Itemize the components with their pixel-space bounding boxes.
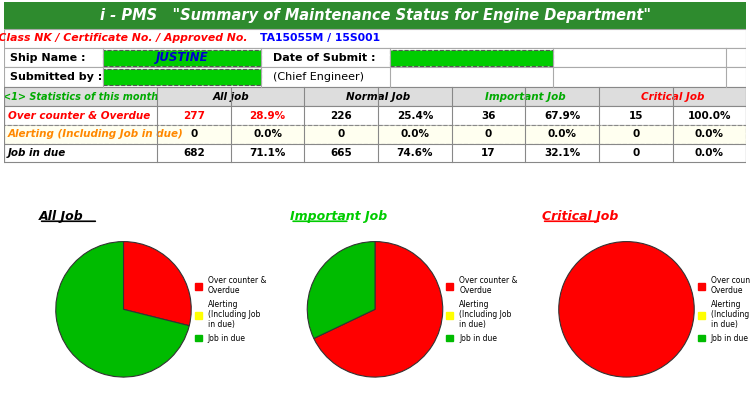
Wedge shape bbox=[559, 242, 694, 377]
Text: Important Job: Important Job bbox=[290, 211, 388, 223]
Text: 25.4%: 25.4% bbox=[397, 111, 433, 121]
Text: Normal Job: Normal Job bbox=[346, 92, 410, 102]
Wedge shape bbox=[56, 242, 189, 377]
Legend: Over counter &
Overdue, Alerting
(Including Job
in due), Job in due: Over counter & Overdue, Alerting (Includ… bbox=[694, 273, 750, 346]
Text: (Chief Engineer): (Chief Engineer) bbox=[273, 72, 364, 82]
Bar bbox=[103, 50, 261, 66]
Bar bbox=[4, 87, 746, 107]
Bar bbox=[4, 125, 746, 144]
Bar bbox=[4, 48, 746, 67]
Text: 0.0%: 0.0% bbox=[695, 129, 724, 139]
Bar bbox=[4, 144, 746, 162]
Text: <1> Statistics of this month: <1> Statistics of this month bbox=[3, 92, 158, 102]
Text: Over counter & Overdue: Over counter & Overdue bbox=[8, 111, 150, 121]
Text: All job: All job bbox=[212, 92, 249, 102]
Wedge shape bbox=[314, 242, 442, 377]
Text: 0.0%: 0.0% bbox=[254, 129, 282, 139]
Text: 67.9%: 67.9% bbox=[544, 111, 580, 121]
Text: Ship Name :: Ship Name : bbox=[10, 53, 86, 63]
Bar bbox=[4, 67, 746, 87]
Text: 0: 0 bbox=[190, 129, 198, 139]
Text: JUSTINE: JUSTINE bbox=[156, 51, 209, 64]
Text: 32.1%: 32.1% bbox=[544, 148, 580, 158]
Legend: Over counter &
Overdue, Alerting
(Including Job
in due), Job in due: Over counter & Overdue, Alerting (Includ… bbox=[443, 273, 520, 346]
Text: 71.1%: 71.1% bbox=[250, 148, 286, 158]
Text: 0.0%: 0.0% bbox=[400, 129, 430, 139]
Text: 28.9%: 28.9% bbox=[250, 111, 286, 121]
Legend: Over counter &
Overdue, Alerting
(Including Job
in due), Job in due: Over counter & Overdue, Alerting (Includ… bbox=[192, 273, 269, 346]
Text: Critical Job: Critical Job bbox=[641, 92, 704, 102]
Bar bbox=[103, 69, 261, 85]
Bar bbox=[4, 107, 746, 125]
Text: 100.0%: 100.0% bbox=[688, 111, 731, 121]
Text: 665: 665 bbox=[331, 148, 352, 158]
Text: 0.0%: 0.0% bbox=[548, 129, 577, 139]
Text: Critical Job: Critical Job bbox=[542, 211, 618, 223]
Text: 0: 0 bbox=[632, 129, 640, 139]
Wedge shape bbox=[308, 242, 375, 339]
Text: Alerting (Including Job in due): Alerting (Including Job in due) bbox=[8, 129, 184, 139]
Text: Date of Submit :: Date of Submit : bbox=[273, 53, 376, 63]
Text: 682: 682 bbox=[183, 148, 205, 158]
Text: 226: 226 bbox=[331, 111, 352, 121]
Text: Approved by Class NK / Certificate No. / Approved No.: Approved by Class NK / Certificate No. /… bbox=[0, 33, 256, 43]
Text: 0: 0 bbox=[338, 129, 345, 139]
Bar bbox=[390, 50, 554, 66]
Text: Important Job: Important Job bbox=[485, 92, 566, 102]
Text: 0.0%: 0.0% bbox=[695, 148, 724, 158]
Text: 0: 0 bbox=[632, 148, 640, 158]
Text: 15: 15 bbox=[628, 111, 643, 121]
Text: i - PMS   "Summary of Maintenance Status for Engine Department": i - PMS "Summary of Maintenance Status f… bbox=[100, 8, 650, 23]
Wedge shape bbox=[124, 242, 191, 326]
Bar bbox=[4, 29, 746, 48]
Text: 74.6%: 74.6% bbox=[397, 148, 433, 158]
Text: Submitted by :: Submitted by : bbox=[10, 72, 102, 82]
Text: All Job: All Job bbox=[39, 211, 83, 223]
Text: 0: 0 bbox=[485, 129, 492, 139]
Text: 277: 277 bbox=[183, 111, 205, 121]
Text: Job in due: Job in due bbox=[8, 148, 66, 158]
Text: 17: 17 bbox=[482, 148, 496, 158]
Text: 36: 36 bbox=[482, 111, 496, 121]
Text: TA15055M / 15S001: TA15055M / 15S001 bbox=[260, 33, 380, 43]
Bar bbox=[4, 2, 746, 29]
